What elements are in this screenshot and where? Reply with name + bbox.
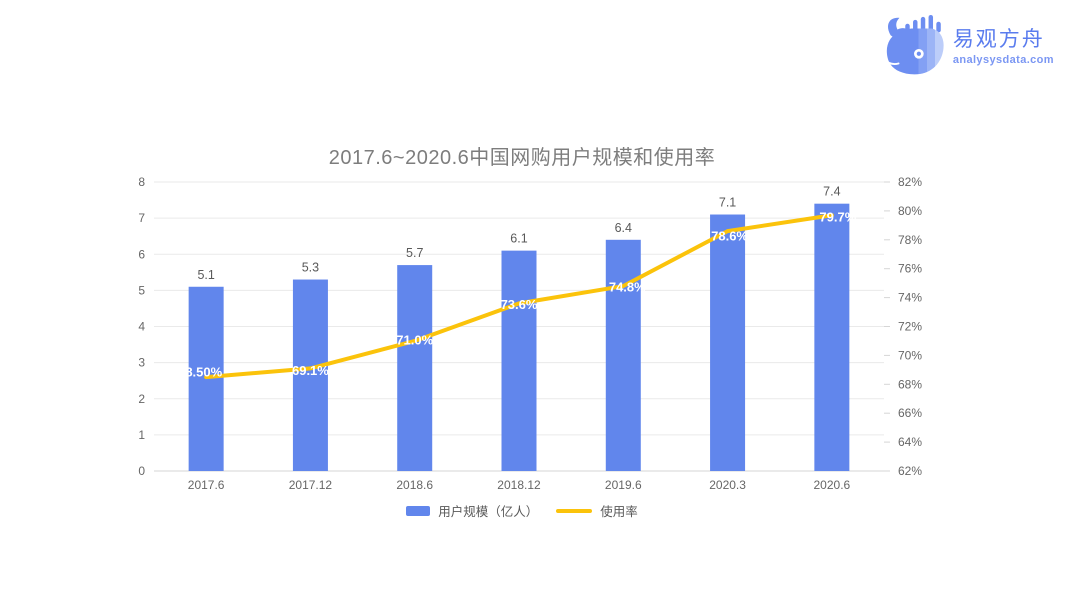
logo-bar-5 <box>936 21 941 33</box>
brand-name: 易观方舟 <box>952 28 1045 51</box>
right-axis-tick-label: 78% <box>898 233 922 247</box>
line-value-label: 71.0% <box>396 332 433 347</box>
bar <box>814 203 850 472</box>
whale-logo-icon <box>883 14 944 75</box>
left-axis-tick-label: 0 <box>138 464 145 478</box>
right-axis-tick-label: 76% <box>898 262 922 276</box>
legend-item-user-scale[interactable]: 用户规模（亿人） <box>406 501 538 520</box>
bar-value-label: 7.4 <box>823 185 840 199</box>
brand-logo: 易观方舟 analysysdata.com <box>881 14 1054 80</box>
left-axis-tick-label: 4 <box>138 320 145 334</box>
left-axis-tick-label: 1 <box>138 428 145 442</box>
left-axis-tick-label: 2 <box>138 392 145 406</box>
bar <box>710 214 746 471</box>
bar-value-label: 7.1 <box>719 196 736 210</box>
bar <box>397 265 433 471</box>
legend-item-usage-rate[interactable]: 使用率 <box>556 501 638 520</box>
bar-value-label: 5.1 <box>197 268 214 282</box>
right-axis-tick-label: 70% <box>898 348 922 362</box>
x-axis-label: 2018.12 <box>497 478 541 492</box>
bar-series-swatch <box>406 505 431 516</box>
bar-value-label: 6.4 <box>615 221 632 235</box>
line-value-label: 69.1% <box>292 363 329 378</box>
chart-legend: 用户规模（亿人） 使用率 <box>0 501 1044 520</box>
x-axis-label: 2017.12 <box>289 478 333 492</box>
right-axis-tick-label: 82% <box>898 175 922 189</box>
bar <box>292 279 328 471</box>
left-axis-tick-label: 7 <box>138 211 145 225</box>
right-axis-tick-label: 62% <box>898 464 922 478</box>
usage-rate-line <box>204 213 834 380</box>
bar-value-label: 6.1 <box>510 232 527 246</box>
line-value-label: 68.50% <box>178 365 223 380</box>
line-value-label: 78.6% <box>711 229 748 244</box>
line-value-label: 73.6% <box>501 297 538 312</box>
bar <box>605 239 641 471</box>
x-axis-label: 2020.6 <box>814 478 851 492</box>
whale-eye-pupil <box>916 51 921 56</box>
bar-value-label: 5.3 <box>302 261 319 275</box>
line-series-swatch <box>556 508 593 513</box>
left-axis-tick-label: 8 <box>138 175 145 189</box>
right-axis-tick-label: 72% <box>898 320 922 334</box>
line-value-label: 79.7% <box>819 210 856 225</box>
left-axis-tick-label: 5 <box>138 283 145 297</box>
x-axis-label: 2019.6 <box>605 478 642 492</box>
right-axis-tick-label: 80% <box>898 204 922 218</box>
x-axis-label: 2018.6 <box>396 478 433 492</box>
right-axis-tick-label: 66% <box>898 406 922 420</box>
brand-domain: analysysdata.com <box>952 54 1054 66</box>
bar-series-label: 用户规模（亿人） <box>438 505 539 519</box>
logo-bar-4 <box>928 14 933 33</box>
right-axis-tick-label: 68% <box>898 377 922 391</box>
left-axis-tick-label: 3 <box>138 356 145 370</box>
whale-mouth <box>883 59 900 66</box>
line-value-label: 74.8% <box>609 280 646 295</box>
chart-title: 2017.6~2020.6中国网购用户规模和使用率 <box>328 147 716 169</box>
bar <box>501 250 537 471</box>
line-series-label: 使用率 <box>600 505 638 519</box>
left-axis-tick-label: 6 <box>138 247 145 261</box>
bar-value-label: 5.7 <box>406 246 423 260</box>
x-axis-label: 2020.3 <box>709 478 746 492</box>
right-axis-tick-label: 64% <box>898 435 922 449</box>
right-axis-tick-label: 74% <box>898 291 922 305</box>
x-axis-label: 2017.6 <box>188 478 225 492</box>
